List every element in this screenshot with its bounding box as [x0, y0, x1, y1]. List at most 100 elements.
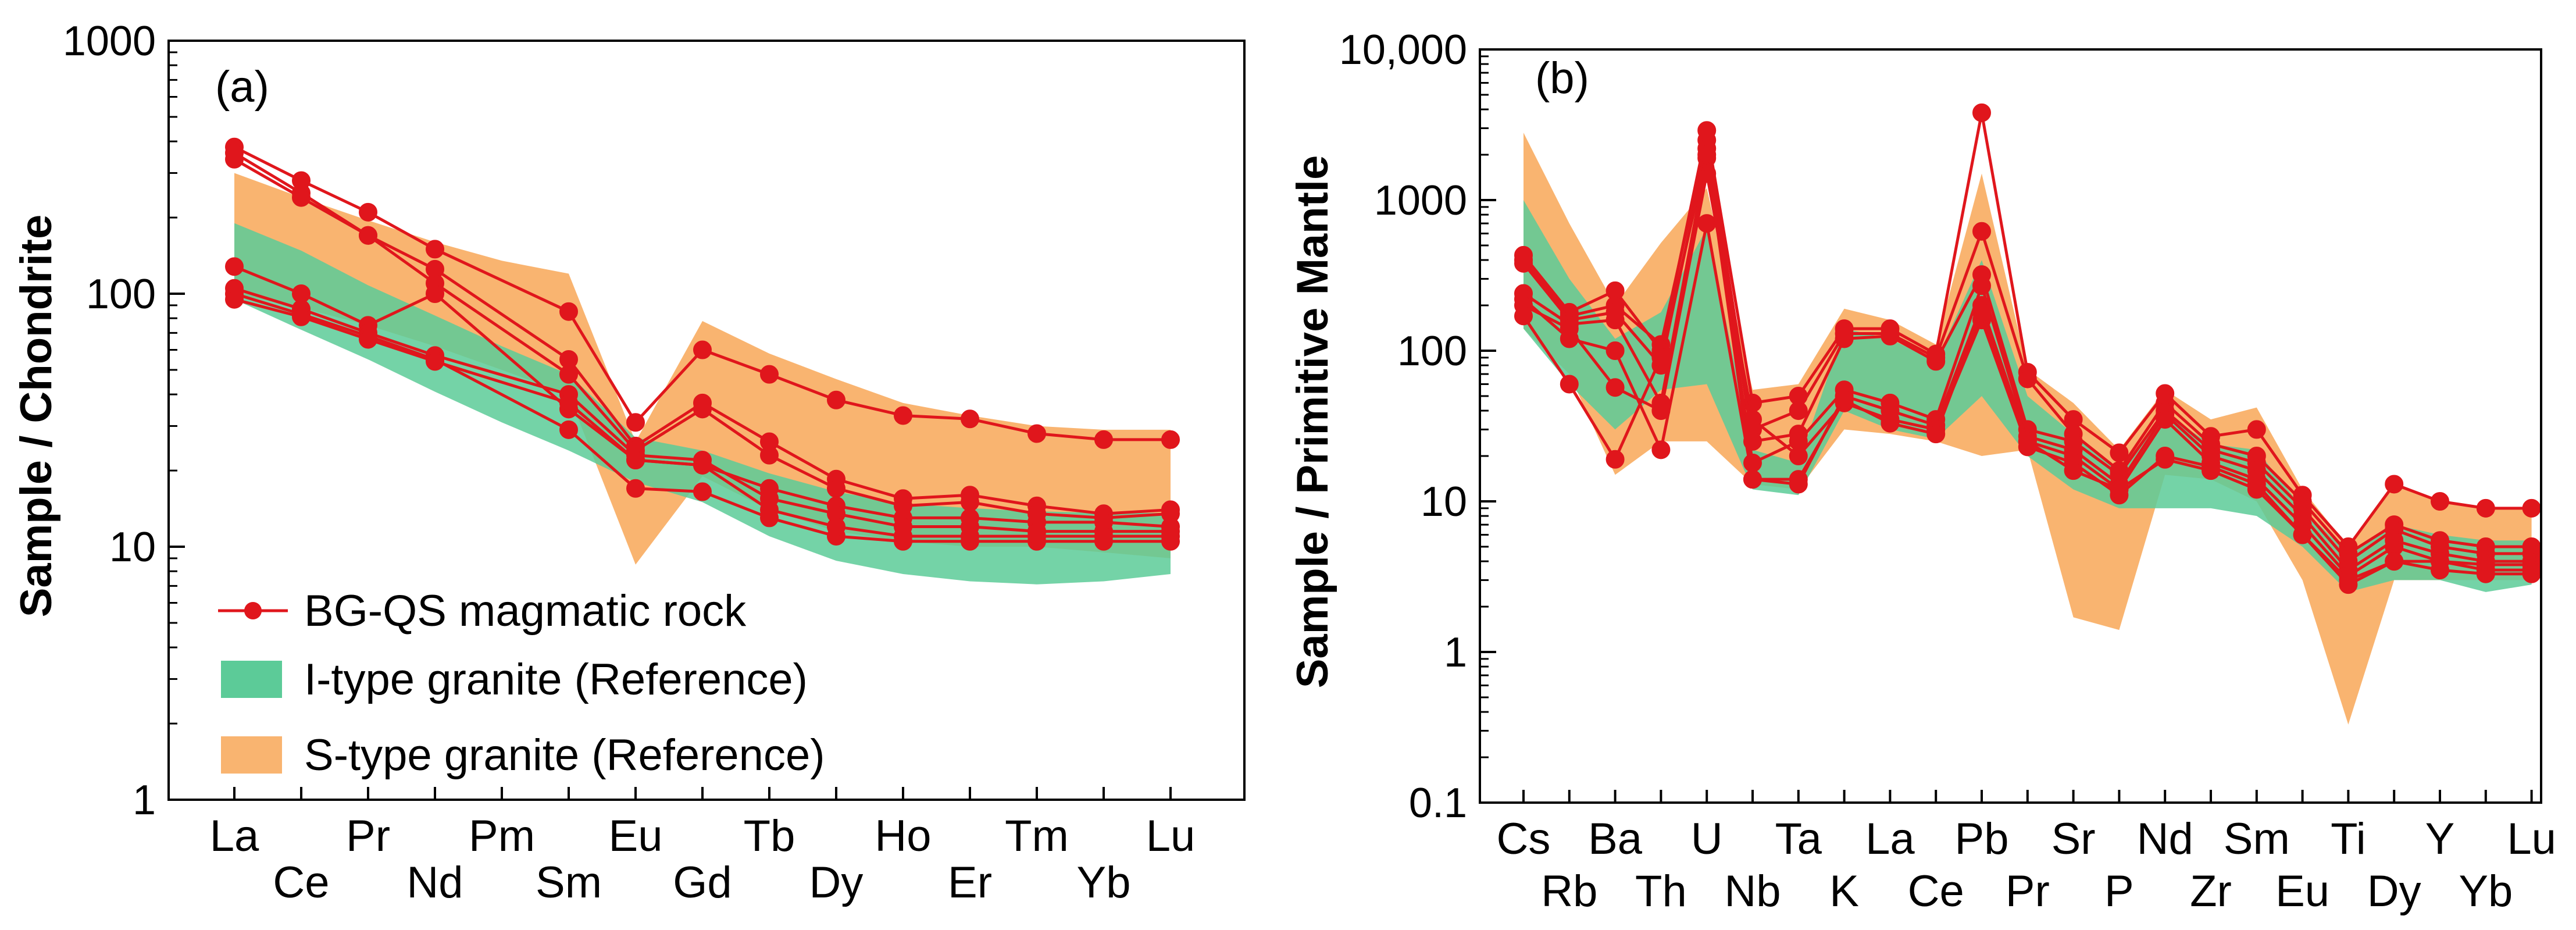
panel-a-series-7-point-tb [760, 500, 779, 519]
panel-b-xtick-label-ba: Ba [1588, 814, 1643, 864]
panel-a-chart: (a) Sample / Chondrite 1 10 100 1000 La Ce Pr N… [12, 18, 1246, 907]
panel-b-series-1-point-p [2110, 443, 2129, 462]
panel-b-ytick-label: 1000 [1374, 177, 1467, 224]
panel-a-series-3-point-pr [359, 226, 377, 245]
panel-b-series-7-point-p [2110, 480, 2129, 499]
panel-b-xtick-label-th: Th [1635, 867, 1687, 916]
panel-a-xtick-label-yb: Yb [1077, 858, 1131, 907]
legend-label: BG-QS magmatic rock [304, 586, 747, 636]
panel-a-series-3-point-er [961, 493, 979, 512]
panel-a-series-7-point-tm [1027, 526, 1046, 546]
panel-a-series-1-point-tb [760, 365, 779, 384]
panel-b-xtick-label-k: K [1829, 867, 1859, 916]
panel-b-series-6-point-nb [1743, 410, 1762, 429]
panel-b-series-6-point-ba [1605, 378, 1625, 397]
panel-a-series-6-point-eu [626, 479, 645, 498]
panel-a-series-1-point-dy [827, 390, 845, 409]
panel-a-series-3-point-tb [760, 446, 779, 465]
panel-a-series-1-point-lu [1161, 430, 1180, 449]
panel-a-xtick-label-er: Er [948, 858, 992, 907]
panel-a-series-7-point-sm [559, 393, 578, 412]
panel-a-series-7-line [234, 298, 1171, 538]
panel-a-xtick-label-pm: Pm [469, 811, 535, 861]
panel-b-xtick-label-sm: Sm [2224, 814, 2290, 864]
panel-b-series-6-point-rb [1560, 319, 1579, 338]
panel-a-series-1-point-nd [426, 240, 444, 259]
panel-b-series-5-point-u [1697, 214, 1717, 233]
panel-b-series-7-point-pr [2018, 432, 2037, 451]
panel-b-series-1-point-yb [2476, 498, 2495, 518]
panel-b-series-7-point-nd [2156, 450, 2175, 469]
panel-b-xtick-label-ta: Ta [1775, 814, 1822, 864]
panel-b-xtick-label-eu: Eu [2275, 867, 2329, 916]
panel-a-series-5-line [234, 287, 1171, 533]
panel-a-series-1-point-eu [626, 413, 645, 432]
panel-a-xtick-label-ce: Ce [273, 858, 329, 907]
panel-a-band-s-type [234, 173, 1171, 565]
panel-a-series-1-line [233, 145, 1171, 441]
panel-b-series-5-point-th [1651, 440, 1671, 459]
panel-b-series-7-point-u [1697, 145, 1717, 165]
panel-b-series-7-point-yb [2476, 564, 2495, 583]
panel-b-ytick-label: 100 [1397, 328, 1467, 375]
panel-b-xtick-label-ce: Ce [1908, 867, 1964, 916]
panel-b-ytick-label: 0.1 [1409, 780, 1467, 826]
panel-a-label: (a) [215, 62, 269, 112]
panel-b-xtick-label-rb: Rb [1541, 867, 1597, 916]
panel-a-xtick-label-gd: Gd [673, 858, 732, 907]
panel-b-series-2-point-ta [1789, 401, 1808, 421]
panel-a-series-4-line [234, 265, 1171, 529]
panel-b-series-7-point-ba [1605, 450, 1625, 469]
panel-a-ytick-label: 1 [133, 777, 156, 824]
legend-patch-swatch [221, 736, 282, 774]
panel-a-ytick-label: 1000 [63, 18, 156, 65]
panel-a-xtick-label-lu: Lu [1146, 811, 1196, 861]
panel-a-series-1-point-gd [693, 340, 712, 359]
panel-b-series-1-point-dy [2385, 475, 2404, 494]
panel-a-series-7-point-ce [292, 307, 311, 326]
panel-b-series-7-point-nb [1743, 470, 1762, 489]
panel-b-series-6-point-th [1651, 401, 1671, 421]
panel-a-xtick-label-eu: Eu [609, 811, 663, 861]
panel-b-series-1-point-lu [2522, 498, 2541, 518]
legend-marker-swatch [244, 602, 262, 619]
legend-label: I-type granite (Reference) [304, 655, 808, 704]
panel-a-series-6-line [234, 292, 1171, 543]
panel-a-series-3-line [233, 158, 1171, 519]
panel-a-series-7-point-er [961, 526, 979, 546]
panel-a-plot-frame [167, 40, 1246, 801]
panel-b-series-7-point-rb [1560, 375, 1579, 394]
panel-a-series-1-point-ho [894, 406, 912, 425]
panel-b-ylabel: Sample / Primitive Mantle [1288, 155, 1337, 689]
panel-a-series-1-point-tm [1027, 424, 1046, 443]
panel-b-series-1-point-y [2431, 492, 2449, 511]
panel-b-series-7-point-y [2431, 561, 2449, 580]
panel-b-xtick-label-pb: Pb [1955, 814, 2009, 864]
panel-b-xtick-label-nb: Nb [1724, 867, 1781, 916]
panel-b-xtick-label-zr: Zr [2190, 867, 2232, 916]
panel-a-series-2-line [233, 151, 1171, 515]
panel-b-series-5-point-ba [1605, 341, 1625, 360]
panel-b-series-7-point-th [1651, 348, 1671, 367]
panel-a-series-7-point-pr [359, 330, 377, 349]
panel-b-xtick-label-la: La [1865, 814, 1915, 864]
panel-b-series-7-point-zr [2202, 461, 2220, 480]
panel-a-series-7-point-dy [827, 517, 845, 536]
panel-b-series-3-point-la [1881, 326, 1900, 345]
panel-b-series-3-point-cs [1514, 254, 1533, 273]
panel-b-ytick-label: 10,000 [1339, 27, 1467, 73]
panel-a-series-7-point-gd [693, 455, 712, 475]
panel-b-series-6-point-ta [1789, 447, 1808, 466]
panel-b-series-7-point-lu [2522, 564, 2541, 583]
panel-a-series-6-point-sm [559, 420, 578, 439]
panel-b-chart: (b) Sample / Primitive Mantle 0.1 1 10 100 1… [1288, 27, 2556, 916]
panel-a-xtick-label-tb: Tb [744, 811, 795, 861]
panel-a-xtick-label-pr: Pr [346, 811, 390, 861]
panel-b-series-7-point-ce [1926, 425, 1946, 444]
panel-a-xtick-label-tm: Tm [1005, 811, 1069, 861]
panel-b-xtick-label-ti: Ti [2331, 814, 2366, 864]
legend: BG-QS magmatic rock I-type granite (Refer… [218, 586, 825, 780]
panel-a-ytick-label: 10 [109, 524, 156, 571]
panel-b-series-7-point-ta [1789, 470, 1808, 489]
panel-a-xtick-label-ho: Ho [875, 811, 931, 861]
